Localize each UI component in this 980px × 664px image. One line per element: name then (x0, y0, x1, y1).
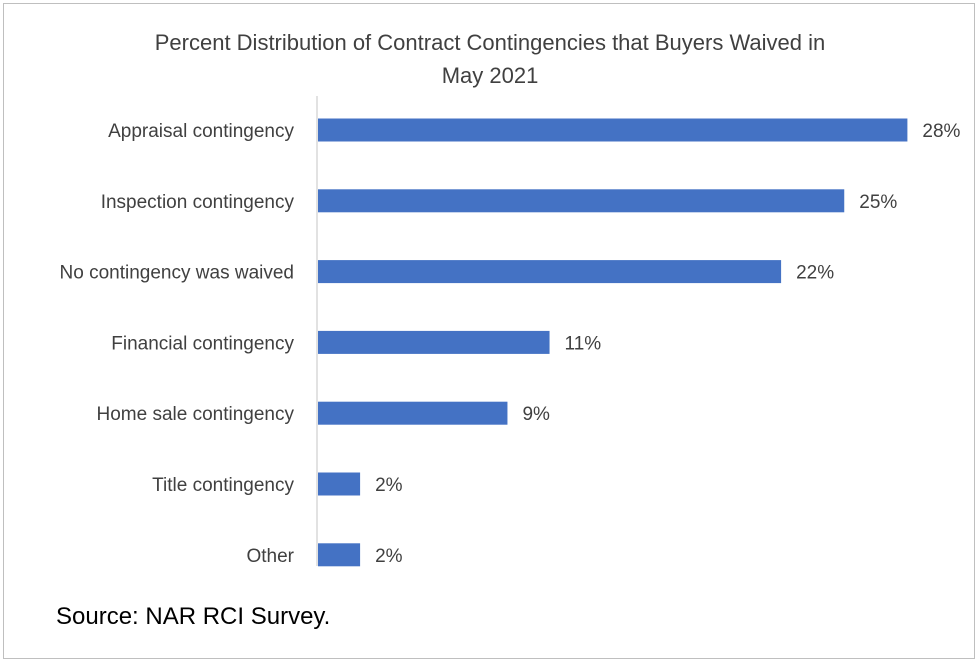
chart-title-line-2: May 2021 (441, 63, 539, 88)
data-label: 28% (922, 121, 960, 142)
category-label: Financial contingency (111, 333, 294, 354)
data-label: 22% (796, 263, 834, 284)
bars-group: Appraisal contingency 28% Inspection conti… (60, 118, 961, 567)
data-label: 25% (859, 192, 897, 213)
category-label: No contingency was waived (60, 263, 294, 284)
category-label: Home sale contingency (97, 404, 295, 425)
chart-title-line-1: Percent Distribution of Contract Conting… (154, 30, 826, 55)
bar (318, 189, 845, 213)
category-label: Inspection contingency (101, 192, 295, 213)
bar (318, 472, 361, 496)
data-label: 2% (375, 546, 403, 567)
bar (318, 330, 550, 354)
chart-title: Percent Distribution of Contract Conting… (0, 26, 980, 92)
bar (318, 401, 508, 425)
bar (318, 118, 908, 142)
category-label: Title contingency (152, 475, 294, 496)
source-note: Source: NAR RCI Survey. (56, 603, 331, 630)
data-label: 9% (522, 404, 550, 425)
bar (318, 260, 782, 284)
category-label: Other (246, 546, 294, 567)
bar (318, 543, 361, 567)
category-label: Appraisal contingency (108, 121, 294, 142)
data-label: 2% (375, 475, 403, 496)
data-label: 11% (565, 333, 602, 354)
